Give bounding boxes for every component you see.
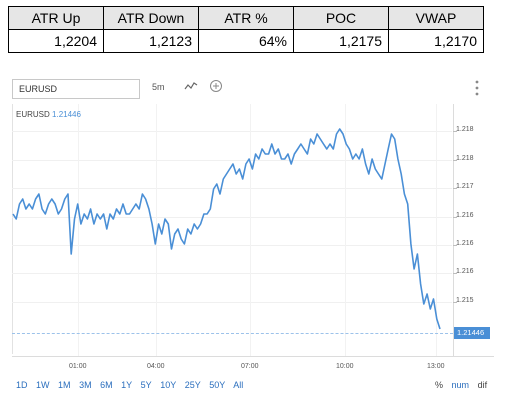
x-tick-label: 13:00 [427, 363, 445, 370]
chart-toolbar: EURUSD 5m [8, 74, 494, 102]
price-series-line [12, 128, 441, 330]
ytick-mark [453, 160, 457, 161]
plus-circle-icon[interactable] [209, 79, 223, 93]
gridline [12, 302, 452, 303]
stats-header-atr-up: ATR Up [8, 6, 104, 30]
chart-legend: EURUSD 1.21446 [16, 110, 81, 119]
stats-value-poc: 1,2175 [293, 29, 389, 53]
vertical-dots-icon[interactable] [474, 79, 480, 97]
stats-table: ATR Up ATR Down ATR % POC VWAP 1,2204 1,… [8, 6, 484, 53]
chart-widget: EURUSD 5m EURUSD 1.21446 [8, 74, 494, 400]
y-tick-label: 1.216 [456, 240, 474, 247]
ytick-mark [453, 302, 457, 303]
gridline [12, 273, 452, 274]
range-5y[interactable]: 5Y [140, 380, 152, 390]
line-chart-icon[interactable] [184, 79, 198, 93]
interval-selector[interactable]: 5m [152, 82, 165, 92]
vgridline [156, 104, 157, 356]
range-1m[interactable]: 1M [58, 380, 71, 390]
x-tick-label: 10:00 [336, 363, 354, 370]
ytick-mark [453, 217, 457, 218]
range-1d[interactable]: 1D [16, 380, 28, 390]
stats-header-poc: POC [293, 6, 389, 30]
stats-value-atr-down: 1,2123 [103, 29, 199, 53]
y-tick-label: 1.216 [456, 268, 474, 275]
ytick-mark [453, 188, 457, 189]
ytick-mark [453, 273, 457, 274]
stats-value-atr-up: 1,2204 [8, 29, 104, 53]
range-50y[interactable]: 50Y [209, 380, 226, 390]
range-3m[interactable]: 3M [79, 380, 92, 390]
scale-percent[interactable]: % [435, 380, 444, 390]
y-tick-label: 1.218 [456, 155, 474, 162]
range-all[interactable]: All [233, 380, 244, 390]
gridline [12, 160, 452, 161]
x-axis [12, 356, 494, 357]
x-tick-label: 07:00 [241, 363, 259, 370]
stats-value-vwap: 1,2170 [388, 29, 484, 53]
y-tick-label: 1.217 [456, 183, 474, 190]
plot-area[interactable] [12, 104, 453, 354]
legend-symbol: EURUSD [16, 110, 50, 119]
x-tick-label: 04:00 [147, 363, 165, 370]
gridline [12, 217, 452, 218]
range-selector: 1D 1W 1M 3M 6M 1Y 5Y 10Y 25Y 50Y All [16, 380, 249, 390]
last-price-badge: 1.21446 [454, 327, 490, 339]
range-1w[interactable]: 1W [36, 380, 50, 390]
price-line-svg [12, 128, 441, 330]
legend-price: 1.21446 [52, 110, 81, 119]
y-tick-label: 1.218 [456, 126, 474, 133]
stats-value-atr-percent: 64% [198, 29, 294, 53]
vgridline [345, 104, 346, 356]
stats-header-atr-percent: ATR % [198, 6, 294, 30]
symbol-input[interactable]: EURUSD [12, 79, 140, 99]
y-tick-label: 1.215 [456, 297, 474, 304]
stats-value-row: 1,2204 1,2123 64% 1,2175 1,2170 [8, 29, 484, 53]
y-tick-label: 1.216 [456, 212, 474, 219]
gridline [12, 131, 452, 132]
stats-header-vwap: VWAP [388, 6, 484, 30]
vgridline [78, 104, 79, 356]
ytick-mark [453, 245, 457, 246]
y-axis [453, 104, 495, 356]
last-price-line [12, 333, 453, 334]
gridline [12, 245, 452, 246]
range-6m[interactable]: 6M [100, 380, 113, 390]
vgridline [250, 104, 251, 356]
range-1y[interactable]: 1Y [121, 380, 133, 390]
scale-selector: % num dif [429, 380, 487, 390]
range-10y[interactable]: 10Y [160, 380, 177, 390]
scale-num[interactable]: num [451, 380, 470, 390]
x-tick-label: 01:00 [69, 363, 87, 370]
range-25y[interactable]: 25Y [184, 380, 201, 390]
stats-header-row: ATR Up ATR Down ATR % POC VWAP [8, 6, 484, 30]
stats-header-atr-down: ATR Down [103, 6, 199, 30]
gridline [12, 188, 452, 189]
ytick-mark [453, 131, 457, 132]
scale-dif[interactable]: dif [477, 380, 488, 390]
vgridline [436, 104, 437, 356]
